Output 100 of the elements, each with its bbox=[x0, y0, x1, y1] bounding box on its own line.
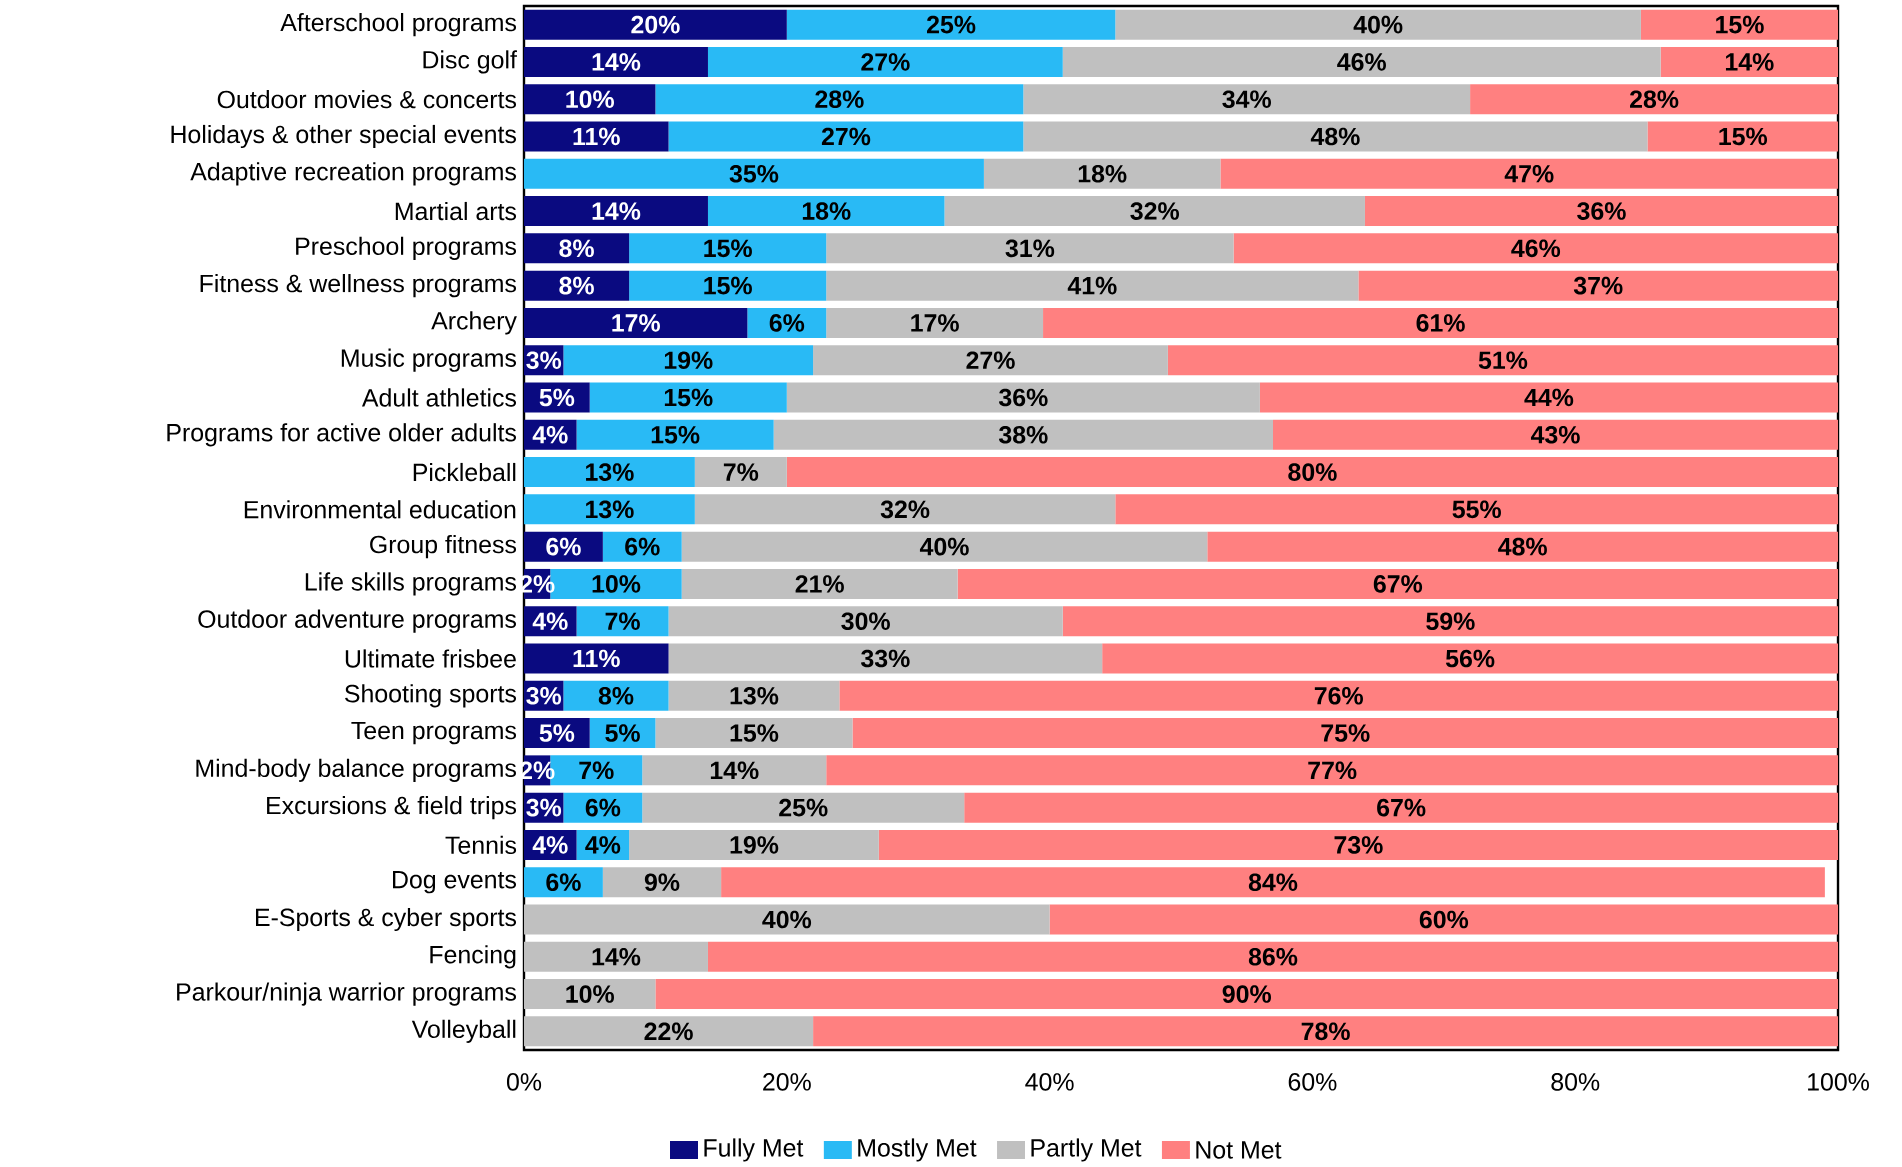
bar bbox=[524, 233, 630, 264]
data-label: 75% bbox=[1321, 724, 1370, 742]
data-label: 34% bbox=[1222, 90, 1271, 109]
data-label: 25% bbox=[779, 798, 828, 817]
bar bbox=[694, 494, 1116, 525]
data-label: 7% bbox=[605, 612, 640, 630]
y-tick-label: Fencing bbox=[430, 945, 516, 969]
y-tick-label: Parkour/ninja warrior programs bbox=[177, 982, 516, 1006]
y-tick-label: Tennis bbox=[445, 835, 517, 855]
data-label: 44% bbox=[1524, 388, 1574, 407]
data-label: 17% bbox=[612, 314, 660, 332]
bar bbox=[668, 606, 1063, 637]
y-tick-label: Archery bbox=[431, 311, 517, 335]
data-label: 37% bbox=[1573, 276, 1623, 295]
bar bbox=[524, 84, 656, 115]
data-label: 84% bbox=[1248, 873, 1298, 892]
bar bbox=[524, 979, 656, 1010]
data-label: 4% bbox=[532, 836, 568, 854]
bar bbox=[524, 904, 1050, 935]
data-label: 4% bbox=[532, 612, 568, 630]
bar bbox=[1043, 307, 1839, 338]
y-tick-label: Outdoor movies & concerts bbox=[217, 90, 517, 109]
x-tick-label: 100% bbox=[1808, 1073, 1869, 1091]
data-label: 17% bbox=[911, 314, 959, 332]
bar bbox=[524, 941, 708, 972]
bar bbox=[878, 829, 1839, 860]
y-tick-label: Volleyball bbox=[411, 1019, 516, 1043]
bar bbox=[964, 792, 1839, 823]
bar bbox=[1660, 46, 1839, 77]
bar bbox=[524, 158, 984, 189]
bar bbox=[983, 158, 1221, 189]
bar bbox=[721, 867, 1825, 898]
bar bbox=[524, 270, 630, 301]
data-label: 31% bbox=[1005, 239, 1055, 258]
y-tick-label: Music programs bbox=[341, 348, 517, 372]
y-tick-label: E-Sports & cyber sports bbox=[256, 907, 517, 932]
data-label: 19% bbox=[730, 836, 779, 854]
data-label: 15% bbox=[1719, 127, 1768, 146]
bar bbox=[642, 755, 827, 786]
data-label: 10% bbox=[566, 985, 614, 1003]
legend-label: Mostly Met bbox=[858, 1138, 977, 1162]
data-label: 13% bbox=[730, 686, 779, 705]
bar bbox=[839, 680, 1839, 711]
bar bbox=[1115, 494, 1839, 525]
data-label: 48% bbox=[1310, 127, 1360, 146]
bar bbox=[524, 121, 669, 152]
bar bbox=[1233, 233, 1839, 264]
data-label: 48% bbox=[1498, 537, 1547, 556]
bar bbox=[1647, 121, 1839, 152]
data-label: 5% bbox=[539, 388, 575, 407]
bar bbox=[1207, 531, 1839, 562]
bar bbox=[668, 680, 840, 711]
bar bbox=[707, 46, 1063, 77]
data-label: 13% bbox=[586, 500, 634, 519]
data-label: 3% bbox=[526, 351, 562, 370]
y-tick-label: Adaptive recreation programs bbox=[190, 162, 516, 186]
data-label: 14% bbox=[592, 948, 641, 966]
data-label: 22% bbox=[644, 1022, 693, 1041]
data-label: 27% bbox=[966, 351, 1015, 369]
y-tick-label: Life skills programs bbox=[305, 572, 517, 596]
data-label: 47% bbox=[1504, 164, 1554, 183]
data-label: 13% bbox=[586, 463, 634, 481]
bar bbox=[957, 568, 1839, 599]
bar bbox=[655, 718, 853, 749]
data-label: 40% bbox=[762, 910, 812, 929]
data-label: 20% bbox=[631, 15, 680, 34]
bar bbox=[524, 9, 787, 40]
bar bbox=[786, 382, 1260, 413]
bar bbox=[826, 307, 1044, 338]
bar bbox=[563, 680, 669, 711]
bar bbox=[524, 643, 669, 674]
data-label: 27% bbox=[861, 53, 910, 71]
bar bbox=[1259, 382, 1839, 413]
bar bbox=[813, 345, 1168, 376]
y-tick-label: Shooting sports bbox=[345, 684, 517, 708]
bar bbox=[1023, 121, 1648, 152]
data-label: 27% bbox=[821, 127, 871, 146]
x-tick-label: 60% bbox=[1288, 1073, 1337, 1091]
data-label: 10% bbox=[592, 575, 641, 593]
data-label: 78% bbox=[1301, 1022, 1350, 1041]
x-tick-label: 40% bbox=[1025, 1073, 1074, 1091]
x-tick-label: 0% bbox=[506, 1073, 542, 1091]
data-label: 6% bbox=[585, 798, 621, 817]
data-label: 14% bbox=[592, 53, 641, 71]
y-tick-label: Outdoor adventure programs bbox=[198, 609, 517, 633]
data-label: 43% bbox=[1530, 425, 1580, 444]
y-tick-label: Pickleball bbox=[413, 462, 516, 482]
bar bbox=[668, 643, 1103, 674]
data-label: 77% bbox=[1308, 761, 1357, 780]
y-tick-label: Afterschool programs bbox=[280, 13, 517, 37]
data-label: 7% bbox=[723, 463, 759, 481]
x-tick-label: 20% bbox=[763, 1073, 811, 1091]
data-label: 14% bbox=[710, 761, 759, 780]
y-tick-label: Mind-body balance programs bbox=[196, 758, 516, 782]
data-label: 32% bbox=[880, 500, 930, 519]
data-label: 59% bbox=[1426, 612, 1475, 631]
bar bbox=[773, 419, 1273, 450]
data-label: 51% bbox=[1478, 351, 1528, 369]
y-tick-label: Ultimate frisbee bbox=[345, 649, 516, 668]
legend-label: Fully Met bbox=[704, 1138, 804, 1162]
